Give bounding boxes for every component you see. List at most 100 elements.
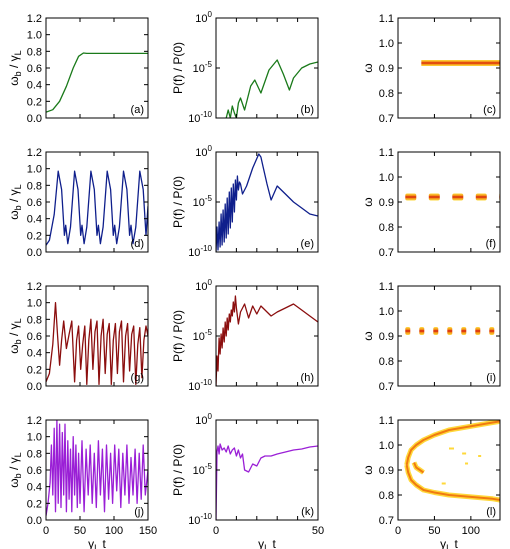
- y-tick-label: 10-10: [188, 512, 212, 527]
- x-tick-label: 50: [428, 525, 440, 537]
- y-tick-label: 0.2: [27, 230, 42, 242]
- heatmap-blob: [475, 327, 481, 335]
- y-tick-label: 0.4: [27, 348, 42, 360]
- y-tick-label: 0.4: [27, 80, 42, 92]
- y-tick-label: 0.6: [27, 63, 42, 75]
- series-line: [46, 170, 148, 246]
- heatmap-ridge: [405, 464, 500, 501]
- panel-i: 0.7 0.8 0.9 1.0 1.1 (i) ω: [361, 281, 501, 393]
- y-axis-label: ω: [361, 197, 375, 206]
- y-tick-label: 0.7: [379, 247, 394, 259]
- y-tick-label: 10-10: [188, 244, 212, 259]
- y-tick-label: 1.2: [27, 281, 42, 293]
- series-line: [46, 302, 148, 385]
- y-tick-label: 10-10: [188, 110, 212, 125]
- plot-frame: [45, 17, 149, 119]
- panel-c: 0.7 0.8 0.9 1.0 1.1 (c) ω: [361, 13, 501, 125]
- y-tick-label: 100: [195, 278, 212, 293]
- y-tick-label: 1.1: [379, 281, 394, 293]
- y-tick-label: 0.9: [379, 465, 394, 477]
- heatmap-speck: [478, 455, 482, 457]
- y-tick-label: 0.6: [27, 197, 42, 209]
- y-tick-label: 0.7: [379, 381, 394, 393]
- y-axis-label: P(f) / P(0): [171, 310, 185, 362]
- y-tick-label: 0.8: [27, 448, 42, 460]
- panel-tag: (k): [301, 506, 314, 518]
- heatmap-blob: [405, 327, 411, 335]
- y-tick-label: 0.0: [27, 113, 42, 125]
- x-tick-label: 100: [462, 525, 480, 537]
- y-axis-label: P(f) / P(0): [171, 42, 185, 94]
- heatmap-blob: [475, 193, 487, 201]
- plot-frame: [397, 419, 501, 521]
- y-tick-label: 10-10: [188, 378, 212, 393]
- y-tick-label: 1.2: [27, 415, 42, 427]
- y-tick-label: 0.0: [27, 515, 42, 527]
- heatmap-blob: [405, 193, 417, 201]
- x-tick-label: 150: [139, 525, 157, 537]
- panel-tag: (c): [483, 104, 496, 116]
- panel-h: 10-10 10-5 100 (h) P(f) / P(0): [171, 278, 319, 393]
- heatmap-layer: [404, 420, 500, 503]
- panel-tag: (e): [301, 238, 314, 250]
- series-line: [216, 443, 318, 520]
- y-tick-label: 0.8: [379, 490, 394, 502]
- y-tick-label: 1.1: [379, 415, 394, 427]
- y-tick-label: 1.0: [379, 440, 394, 452]
- panel-tag: (j): [134, 506, 144, 518]
- heatmap-blob: [428, 193, 440, 201]
- y-tick-label: 0.0: [27, 247, 42, 259]
- y-tick-label: 1.0: [27, 30, 42, 42]
- plot-frame: [397, 285, 501, 387]
- plot-frame: [397, 17, 501, 119]
- x-axis-label: γL t: [440, 537, 458, 549]
- panel-e: 10-10 10-5 100 (e) P(f) / P(0): [171, 144, 319, 259]
- y-tick-label: 0.0: [27, 381, 42, 393]
- y-tick-label: 1.2: [27, 147, 42, 159]
- heatmap-speck: [465, 462, 469, 465]
- heatmap-speck: [462, 452, 467, 455]
- series-line: [216, 295, 318, 386]
- series-line: [225, 59, 318, 118]
- y-tick-label: 0.8: [27, 314, 42, 326]
- plot-frame: [397, 151, 501, 253]
- panel-tag: (a): [131, 104, 144, 116]
- y-tick-label: 1.0: [379, 38, 394, 50]
- y-tick-label: 10-5: [193, 60, 213, 75]
- y-tick-label: 1.0: [379, 306, 394, 318]
- y-tick-label: 100: [195, 412, 212, 427]
- panel-g: 0.0 0.2 0.4 0.6 0.8 1.0 1.2 (g) ωb / γL: [7, 281, 149, 393]
- heatmap-layer: [405, 193, 500, 201]
- y-tick-label: 100: [195, 144, 212, 159]
- y-tick-label: 10-5: [193, 328, 213, 343]
- y-tick-label: 100: [195, 10, 212, 25]
- x-axis-label: γL t: [258, 537, 276, 549]
- panel-j: 0 50 100 150 0.0 0.2 0.4 0.6 0.8 1.0 1.2 (j) ωb / γL…: [7, 415, 157, 549]
- y-tick-label: 1.1: [379, 147, 394, 159]
- y-axis-label: ω: [361, 465, 375, 474]
- heatmap-ridge-glow: [404, 420, 500, 466]
- y-tick-label: 0.7: [379, 113, 394, 125]
- panel-a: 0.0 0.2 0.4 0.6 0.8 1.0 1.2 (a) ωb / γL: [7, 13, 149, 125]
- panel-f: 0.7 0.8 0.9 1.0 1.1 (f) ω: [361, 147, 501, 259]
- panel-k: 0 50 10-10 10-5 100 (k) P(f) / P(0) γL t: [171, 412, 324, 549]
- y-axis-label: ω: [361, 331, 375, 340]
- panel-tag: (d): [131, 238, 144, 250]
- panel-l: 0 50 100 0.7 0.8 0.9 1.0 1.1 (l) ω γL t: [361, 415, 501, 549]
- y-tick-label: 0.8: [379, 88, 394, 100]
- x-tick-label: 0: [395, 525, 401, 537]
- x-axis-label: γL t: [88, 537, 106, 549]
- y-tick-label: 1.0: [27, 164, 42, 176]
- heatmap-blob: [452, 193, 464, 201]
- x-tick-label: 100: [105, 525, 123, 537]
- y-tick-label: 0.9: [379, 197, 394, 209]
- y-tick-label: 10-5: [193, 194, 213, 209]
- panel-d: 0.0 0.2 0.4 0.6 0.8 1.0 1.2 (d) ωb / γL: [7, 147, 149, 259]
- y-tick-label: 0.9: [379, 331, 394, 343]
- heatmap-ridge: [413, 462, 425, 474]
- panel-b: 10-10 10-5 100 (b) P(f) / P(0): [171, 10, 319, 125]
- x-tick-label: 0: [43, 525, 49, 537]
- y-tick-label: 0.6: [27, 331, 42, 343]
- heatmap-blob: [433, 327, 439, 335]
- y-axis-label: P(f) / P(0): [171, 176, 185, 228]
